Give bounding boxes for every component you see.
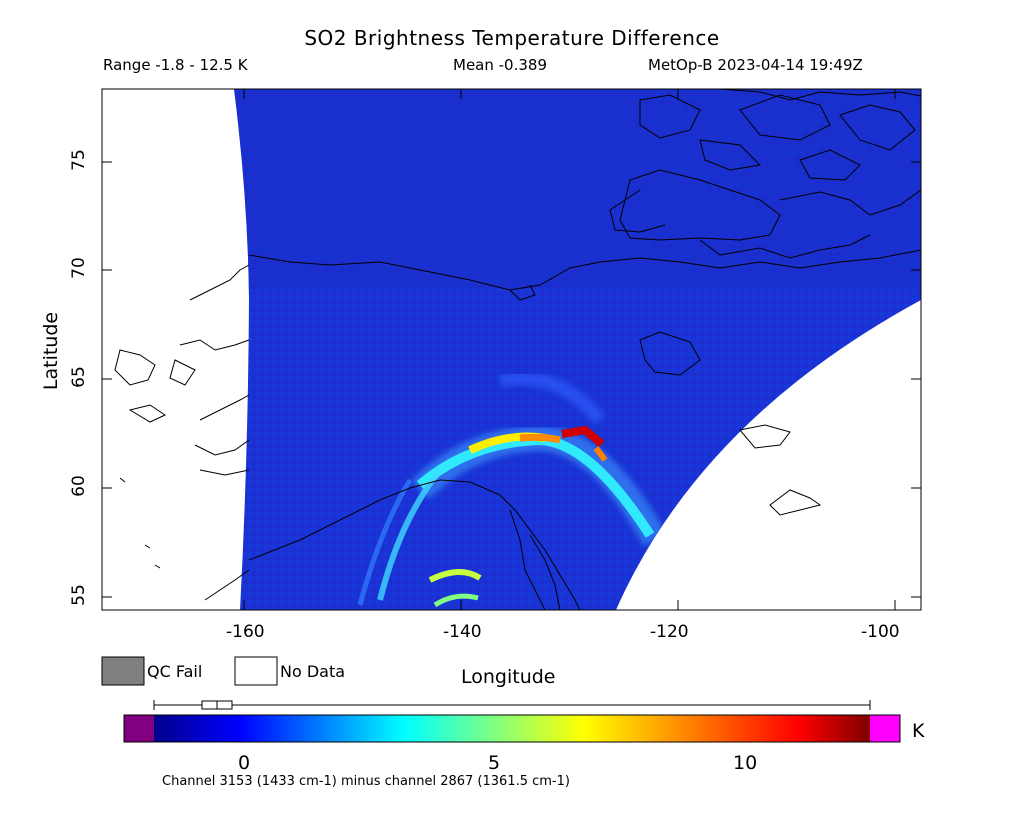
colorbar-tick-label: 5 xyxy=(488,752,501,774)
y-tick-label: 65 xyxy=(68,366,89,388)
satellite-time-text: MetOp-B 2023-04-14 19:49Z xyxy=(648,56,863,74)
no-data-swatch xyxy=(234,656,278,686)
qc-fail-swatch xyxy=(101,656,145,686)
x-tick-label: -160 xyxy=(226,622,265,642)
x-tick-label: -140 xyxy=(443,622,482,642)
plot-frame xyxy=(101,88,922,611)
x-axis-label: Longitude xyxy=(461,666,556,688)
coastlines xyxy=(114,89,921,610)
y-tick-label: 60 xyxy=(68,475,89,497)
colorbar-tick-label: 0 xyxy=(238,752,251,774)
colorbar-under xyxy=(124,715,154,742)
y-tick-label: 55 xyxy=(68,584,89,606)
x-tick-label: -100 xyxy=(861,622,900,642)
swath-field xyxy=(234,89,921,610)
range-text: Range -1.8 - 12.5 K xyxy=(103,56,248,74)
distribution-boxplot xyxy=(153,700,871,710)
so2-plume xyxy=(357,371,667,608)
axis-ticks xyxy=(102,89,921,610)
mean-text: Mean -0.389 xyxy=(453,56,547,74)
x-tick-label: -120 xyxy=(650,622,689,642)
y-tick-label: 70 xyxy=(68,257,89,279)
channel-footnote: Channel 3153 (1433 cm-1) minus channel 2… xyxy=(162,774,570,789)
colorbar-gradient xyxy=(154,715,870,742)
colorbar xyxy=(123,700,901,743)
colorbar-tick-label: 10 xyxy=(733,752,758,774)
qc-fail-label: QC Fail xyxy=(147,662,203,681)
colorbar-over xyxy=(870,715,900,742)
no-data-label: No Data xyxy=(280,662,346,681)
y-axis-label: Latitude xyxy=(40,311,63,391)
y-tick-label: 75 xyxy=(68,149,89,171)
colorbar-unit: K xyxy=(912,720,925,742)
chart-title: SO2 Brightness Temperature Difference xyxy=(304,26,720,50)
